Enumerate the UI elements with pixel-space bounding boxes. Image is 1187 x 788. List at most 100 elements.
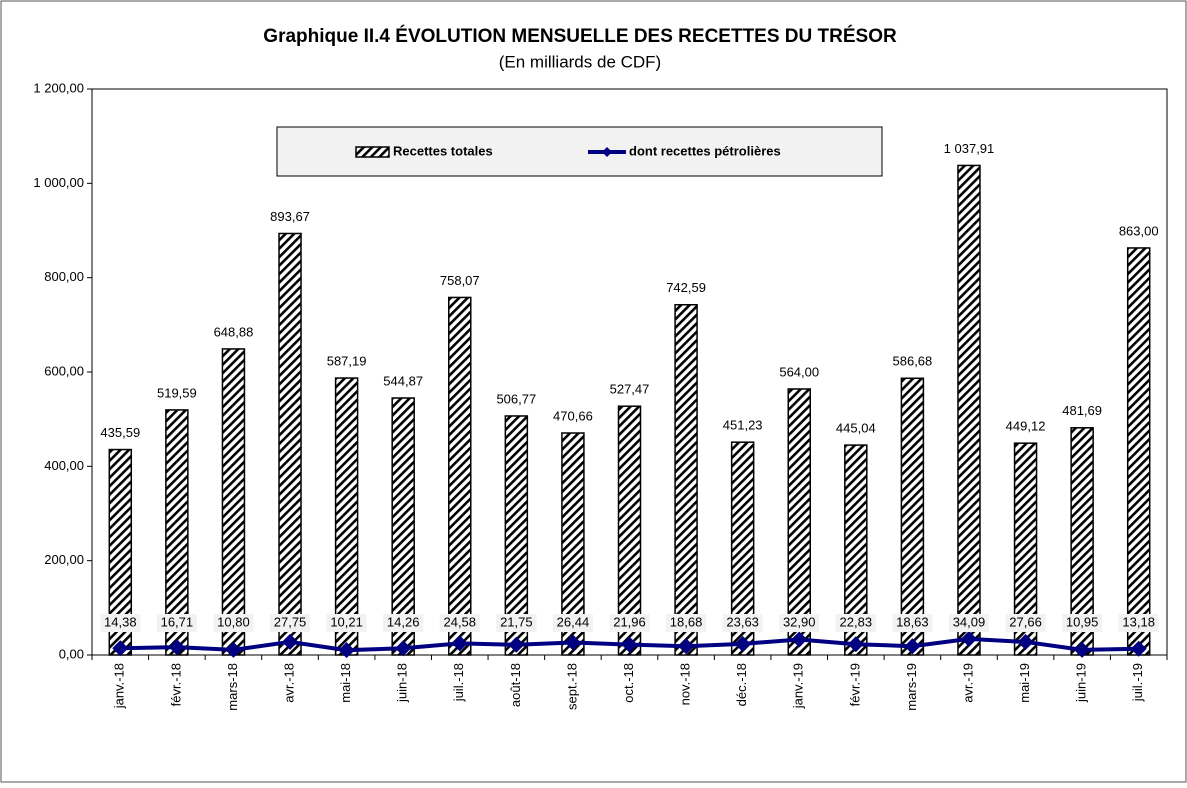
line-value-label-box: [835, 614, 876, 632]
chart-title: Graphique II.4 ÉVOLUTION MENSUELLE DES R…: [263, 25, 897, 47]
bar: [1126, 247, 1151, 656]
bar-value-label: 742,59: [666, 280, 706, 295]
marker: [1074, 641, 1091, 658]
legend-label: Recettes totales: [393, 143, 493, 158]
x-tick-label: mai-18: [338, 663, 353, 703]
y-tick-label: 800,00: [44, 269, 84, 284]
bar-value-label: 564,00: [779, 364, 819, 379]
x-tick-label: févr.-18: [168, 663, 183, 706]
bar: [561, 432, 585, 656]
bar-value-label: 435,59: [100, 425, 140, 440]
x-tick-label: nov.-18: [678, 663, 693, 705]
marker: [395, 640, 412, 657]
x-tick-label: mars-18: [225, 663, 240, 711]
x-tick-label: janv.-19: [791, 663, 806, 709]
line-value-label: 21,75: [500, 614, 533, 629]
y-tick-label: 1 200,00: [33, 80, 84, 95]
bar: [448, 296, 472, 656]
bar-value-label: 445,04: [836, 421, 876, 436]
chart-subtitle: (En milliards de CDF): [499, 52, 661, 71]
line-value-label-box: [439, 614, 480, 632]
marker: [508, 636, 525, 653]
marker: [678, 638, 695, 655]
line-value-label-box: [496, 614, 537, 632]
line-value-label-box: [609, 614, 650, 632]
x-tick-label: avr.-19: [960, 663, 975, 703]
bar-value-label: 519,59: [157, 385, 197, 400]
marker: [904, 638, 921, 655]
marker: [564, 634, 581, 651]
line-value-label: 18,63: [896, 614, 929, 629]
marker: [225, 641, 242, 658]
line-value-label-box: [213, 614, 254, 632]
marker: [1130, 640, 1147, 657]
bar-value-label: 863,00: [1119, 223, 1159, 238]
bar: [278, 232, 302, 656]
line-value-label-box: [1062, 614, 1103, 632]
bar: [844, 444, 868, 656]
line-value-label-box: [779, 614, 820, 632]
line-value-label-box: [948, 614, 989, 632]
bar-value-label: 893,67: [270, 209, 310, 224]
bar-value-label: 586,68: [893, 354, 933, 369]
marker: [847, 636, 864, 653]
line-value-label: 10,21: [330, 614, 363, 629]
legend-marker: [602, 147, 612, 157]
line-value-label: 27,66: [1009, 614, 1042, 629]
marker: [338, 642, 355, 659]
bar-value-label: 451,23: [723, 418, 763, 433]
bar: [957, 164, 981, 656]
line-value-label: 26,44: [557, 614, 590, 629]
line-value-label-box: [666, 614, 707, 632]
x-tick-label: juin-18: [395, 663, 410, 703]
marker: [168, 639, 185, 656]
legend-swatch: [355, 146, 390, 158]
line-value-label: 34,09: [953, 614, 986, 629]
marker: [112, 640, 129, 657]
line-value-label: 10,80: [217, 614, 250, 629]
bar: [221, 348, 246, 656]
y-tick-label: 400,00: [44, 458, 84, 473]
marker: [791, 631, 808, 648]
line-value-label: 16,71: [161, 614, 194, 629]
bar-value-label: 470,66: [553, 408, 593, 423]
line-value-label: 27,75: [274, 614, 307, 629]
marker: [734, 635, 751, 652]
x-tick-label: juil.-18: [451, 663, 466, 702]
x-tick-label: août-18: [508, 663, 523, 707]
line-value-label-box: [100, 614, 141, 632]
bar-value-label: 481,69: [1062, 403, 1102, 418]
x-tick-label: sept.-18: [564, 663, 579, 710]
line-value-label: 13,18: [1122, 614, 1155, 629]
bar: [787, 388, 811, 656]
marker: [282, 633, 299, 650]
line-value-label: 14,38: [104, 614, 137, 629]
bar-value-label: 449,12: [1006, 419, 1046, 434]
y-tick-label: 0,00: [59, 646, 84, 661]
line-value-label: 14,26: [387, 614, 420, 629]
legend-label: dont recettes pétrolières: [629, 143, 781, 158]
marker: [1017, 633, 1034, 650]
marker: [451, 635, 468, 652]
x-tick-label: janv.-18: [112, 663, 127, 709]
bar-value-label: 648,88: [214, 324, 254, 339]
line-value-label: 23,63: [726, 614, 759, 629]
bar: [730, 441, 755, 656]
bar-value-label: 587,19: [327, 353, 367, 368]
line-value-label-box: [156, 614, 197, 632]
bar: [1013, 442, 1038, 656]
y-tick-label: 1 000,00: [33, 175, 84, 190]
bar-value-label: 506,77: [496, 391, 536, 406]
x-tick-label: oct.-18: [621, 663, 636, 703]
line-value-label: 22,83: [840, 614, 873, 629]
x-tick-label: juil.-19: [1130, 663, 1145, 702]
line-value-label-box: [270, 614, 311, 632]
bar-value-label: 758,07: [440, 273, 480, 288]
line-value-label-box: [1118, 614, 1159, 632]
line-value-label-box: [722, 614, 763, 632]
line-value-label-box: [1005, 614, 1046, 632]
bar: [674, 303, 698, 656]
marker: [621, 636, 638, 653]
marker: [960, 630, 977, 647]
x-tick-label: déc.-18: [734, 663, 749, 706]
